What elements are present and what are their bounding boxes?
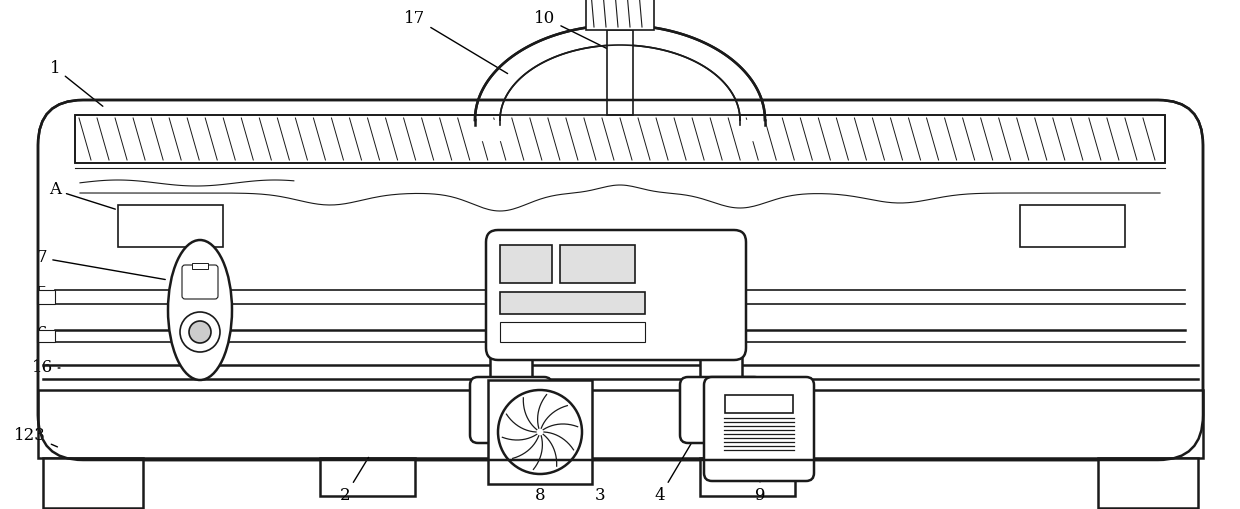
Text: 1: 1	[50, 60, 103, 106]
Bar	[1097, 458, 1198, 508]
Bar	[1021, 205, 1125, 247]
Circle shape	[188, 321, 211, 343]
Bar	[37, 290, 55, 304]
Text: A: A	[50, 182, 115, 209]
Bar	[74, 115, 1166, 163]
Bar	[490, 295, 532, 390]
FancyBboxPatch shape	[486, 230, 746, 360]
Text: 3: 3	[532, 398, 605, 504]
Bar	[560, 245, 635, 283]
Polygon shape	[500, 45, 740, 120]
Text: 123: 123	[14, 427, 57, 447]
Bar	[500, 245, 552, 283]
Bar	[192, 263, 208, 269]
FancyBboxPatch shape	[704, 377, 813, 481]
Circle shape	[180, 312, 219, 352]
Text: 8: 8	[534, 480, 546, 504]
Text: 7: 7	[37, 249, 165, 279]
Bar	[701, 458, 795, 496]
Text: 16: 16	[31, 359, 60, 377]
Text: 6: 6	[37, 325, 55, 342]
Text: 2: 2	[340, 458, 368, 504]
Circle shape	[498, 390, 582, 474]
Bar	[320, 458, 415, 496]
Text: 9: 9	[755, 461, 765, 504]
Bar	[725, 395, 794, 413]
Bar	[37, 330, 55, 342]
FancyBboxPatch shape	[470, 377, 552, 443]
Text: 10: 10	[534, 10, 618, 54]
FancyBboxPatch shape	[38, 100, 1203, 460]
Bar	[74, 115, 1166, 163]
Bar	[500, 322, 645, 342]
Bar	[500, 292, 645, 314]
FancyBboxPatch shape	[182, 265, 218, 299]
Bar	[608, 30, 632, 115]
Bar	[587, 0, 653, 30]
Bar	[118, 205, 223, 247]
Bar	[43, 458, 143, 508]
Text: 5: 5	[37, 286, 55, 302]
Bar	[38, 390, 1203, 458]
Bar	[489, 380, 591, 484]
Bar	[701, 295, 742, 390]
FancyBboxPatch shape	[680, 377, 763, 443]
Text: 4: 4	[655, 398, 718, 504]
Ellipse shape	[167, 240, 232, 380]
Text: 17: 17	[404, 10, 507, 74]
